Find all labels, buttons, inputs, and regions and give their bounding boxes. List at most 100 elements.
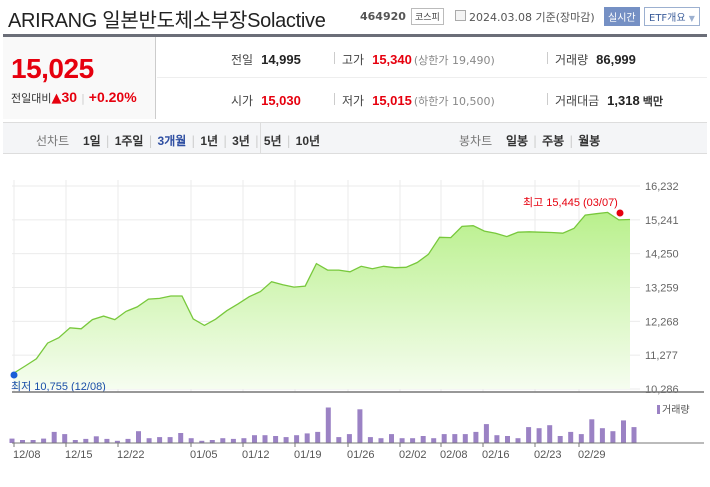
y-axis-label: 16,232 <box>645 181 679 193</box>
line-tab[interactable]: 1년 <box>200 134 219 148</box>
x-axis-label: 02/02 <box>399 449 427 461</box>
y-axis-label: 13,259 <box>645 283 679 295</box>
price-chart: 16,232 15,241 14,250 13,259 12,268 11,277 10,2… <box>0 160 710 483</box>
volume-bar <box>378 438 384 443</box>
as-of-date: 2024.03.08 기준(장마감) <box>469 11 595 24</box>
divider <box>260 123 261 153</box>
x-axis-label: 01/26 <box>347 449 375 461</box>
ticker-code: 464920 <box>360 10 406 23</box>
divider: | <box>105 134 110 148</box>
stat-open: 시가 15,030 <box>231 93 301 108</box>
line-tab[interactable]: 1일 <box>82 134 101 148</box>
volume-bar <box>536 428 542 443</box>
volume-bar <box>599 428 605 443</box>
high-annotation: 최고 15,445 (03/07) <box>523 196 618 209</box>
volume-bar <box>146 438 152 443</box>
up-triangle-icon: ▲ <box>51 91 62 106</box>
divider: | <box>223 134 228 148</box>
realtime-button[interactable]: 실시간 <box>604 7 640 26</box>
low-annotation: 최저 10,755 (12/08) <box>11 380 106 393</box>
volume-bar <box>62 434 68 443</box>
calendar-icon <box>455 10 466 21</box>
header-divider <box>3 34 707 37</box>
volume-bar <box>114 440 120 443</box>
volume-bar <box>399 438 405 443</box>
volume-bar <box>526 427 532 443</box>
line-chart-tabs: 선차트 1일 | 1주일 | 3개월 | 1년 | 3년 | 5년 | 10년 <box>36 132 320 149</box>
divider: | <box>569 134 574 148</box>
volume-bar <box>462 434 468 443</box>
x-axis-label: 02/29 <box>578 449 606 461</box>
candle-tab[interactable]: 일봉 <box>505 134 529 148</box>
volume-bar <box>41 438 47 443</box>
candle-tab[interactable]: 주봉 <box>542 134 565 148</box>
divider: | <box>286 134 291 148</box>
y-axis-label: 14,250 <box>645 249 679 261</box>
change-percent: +0.20% <box>88 89 137 105</box>
chart-canvas: 16,232 15,241 14,250 13,259 12,268 11,277 10,2… <box>9 180 704 461</box>
divider: | <box>533 134 538 148</box>
volume-bar <box>473 431 479 443</box>
volume-bar <box>631 427 637 443</box>
volume-bar <box>125 438 131 443</box>
volume-bar <box>325 407 331 443</box>
stats-table: 전일 14,995 고가 15,340 (상한가 19,490) 거래량 86,999 … <box>157 37 707 119</box>
volume-bar <box>505 436 510 443</box>
stat-prev-close: 전일 14,995 <box>231 52 301 67</box>
candle-chart-label: 봉차트 <box>459 134 493 148</box>
x-axis-label: 02/16 <box>482 449 510 461</box>
stats-row: 시가 15,030 저가 15,015 (하한가 10,500) 거래대금 1,318 백… <box>157 78 707 119</box>
volume-bar <box>93 436 99 443</box>
volume-bar <box>199 440 205 443</box>
volume-bar <box>589 419 595 443</box>
divider: | <box>254 134 259 148</box>
volume-bar <box>578 434 584 443</box>
volume-bar <box>389 434 394 443</box>
volume-bar <box>357 409 363 443</box>
volume-bar <box>410 438 416 443</box>
y-axis-label: 11,277 <box>645 350 678 362</box>
volume-bar <box>230 438 236 443</box>
volume-bar <box>30 440 36 443</box>
candle-chart-tabs: 봉차트 일봉 | 주봉 | 월봉 <box>459 132 600 149</box>
volume-bar <box>494 435 500 443</box>
volume-bar <box>273 436 279 443</box>
volume-bar <box>262 435 268 443</box>
chevron-down-icon: ▼ <box>688 14 695 23</box>
volume-bar <box>346 434 352 443</box>
volume-legend: 거래량 <box>662 404 690 416</box>
divider: | <box>148 134 153 148</box>
x-axis-label: 12/22 <box>117 449 145 461</box>
price-change: 전일대비▲30 | +0.20% <box>11 89 137 106</box>
volume-bar <box>452 434 458 443</box>
volume-bar <box>241 438 247 443</box>
etf-overview-label: ETF개요 <box>649 13 686 24</box>
candle-tab[interactable]: 월봉 <box>578 134 601 148</box>
stat-trade-value: 거래대금 1,318 백만 <box>555 93 663 108</box>
change-amount: 30 <box>61 89 78 105</box>
line-tab[interactable]: 3년 <box>232 134 250 148</box>
line-tab[interactable]: 1주일 <box>114 134 144 148</box>
volume-bar <box>315 431 321 443</box>
chart-period-tabs: 선차트 1일 | 1주일 | 3개월 | 1년 | 3년 | 5년 | 10년 봉차트 일봉 | 주봉 | 월봉 <box>3 122 707 154</box>
volume-bar <box>157 437 163 443</box>
volume-bar <box>610 431 616 443</box>
volume-bar <box>20 440 25 443</box>
volume-bar <box>220 438 226 443</box>
volume-bar <box>9 438 15 443</box>
volume-bar <box>72 440 78 443</box>
volume-bar <box>178 433 184 443</box>
volume-bar <box>441 434 447 443</box>
volume-bar <box>83 438 89 443</box>
volume-bar <box>51 431 57 443</box>
volume-bar <box>136 431 141 443</box>
line-tab[interactable]: 10년 <box>295 134 321 148</box>
etf-overview-dropdown[interactable]: ETF개요 ▼ <box>644 7 700 26</box>
volume-bar <box>515 438 521 443</box>
stat-low: 저가 15,015 (하한가 10,500) <box>342 93 495 108</box>
y-axis-label: 15,241 <box>645 215 679 227</box>
line-tab[interactable]: 5년 <box>263 134 282 148</box>
volume-bar <box>252 435 257 443</box>
x-axis-label: 02/08 <box>440 449 468 461</box>
line-tab[interactable]: 3개월 <box>157 134 187 148</box>
